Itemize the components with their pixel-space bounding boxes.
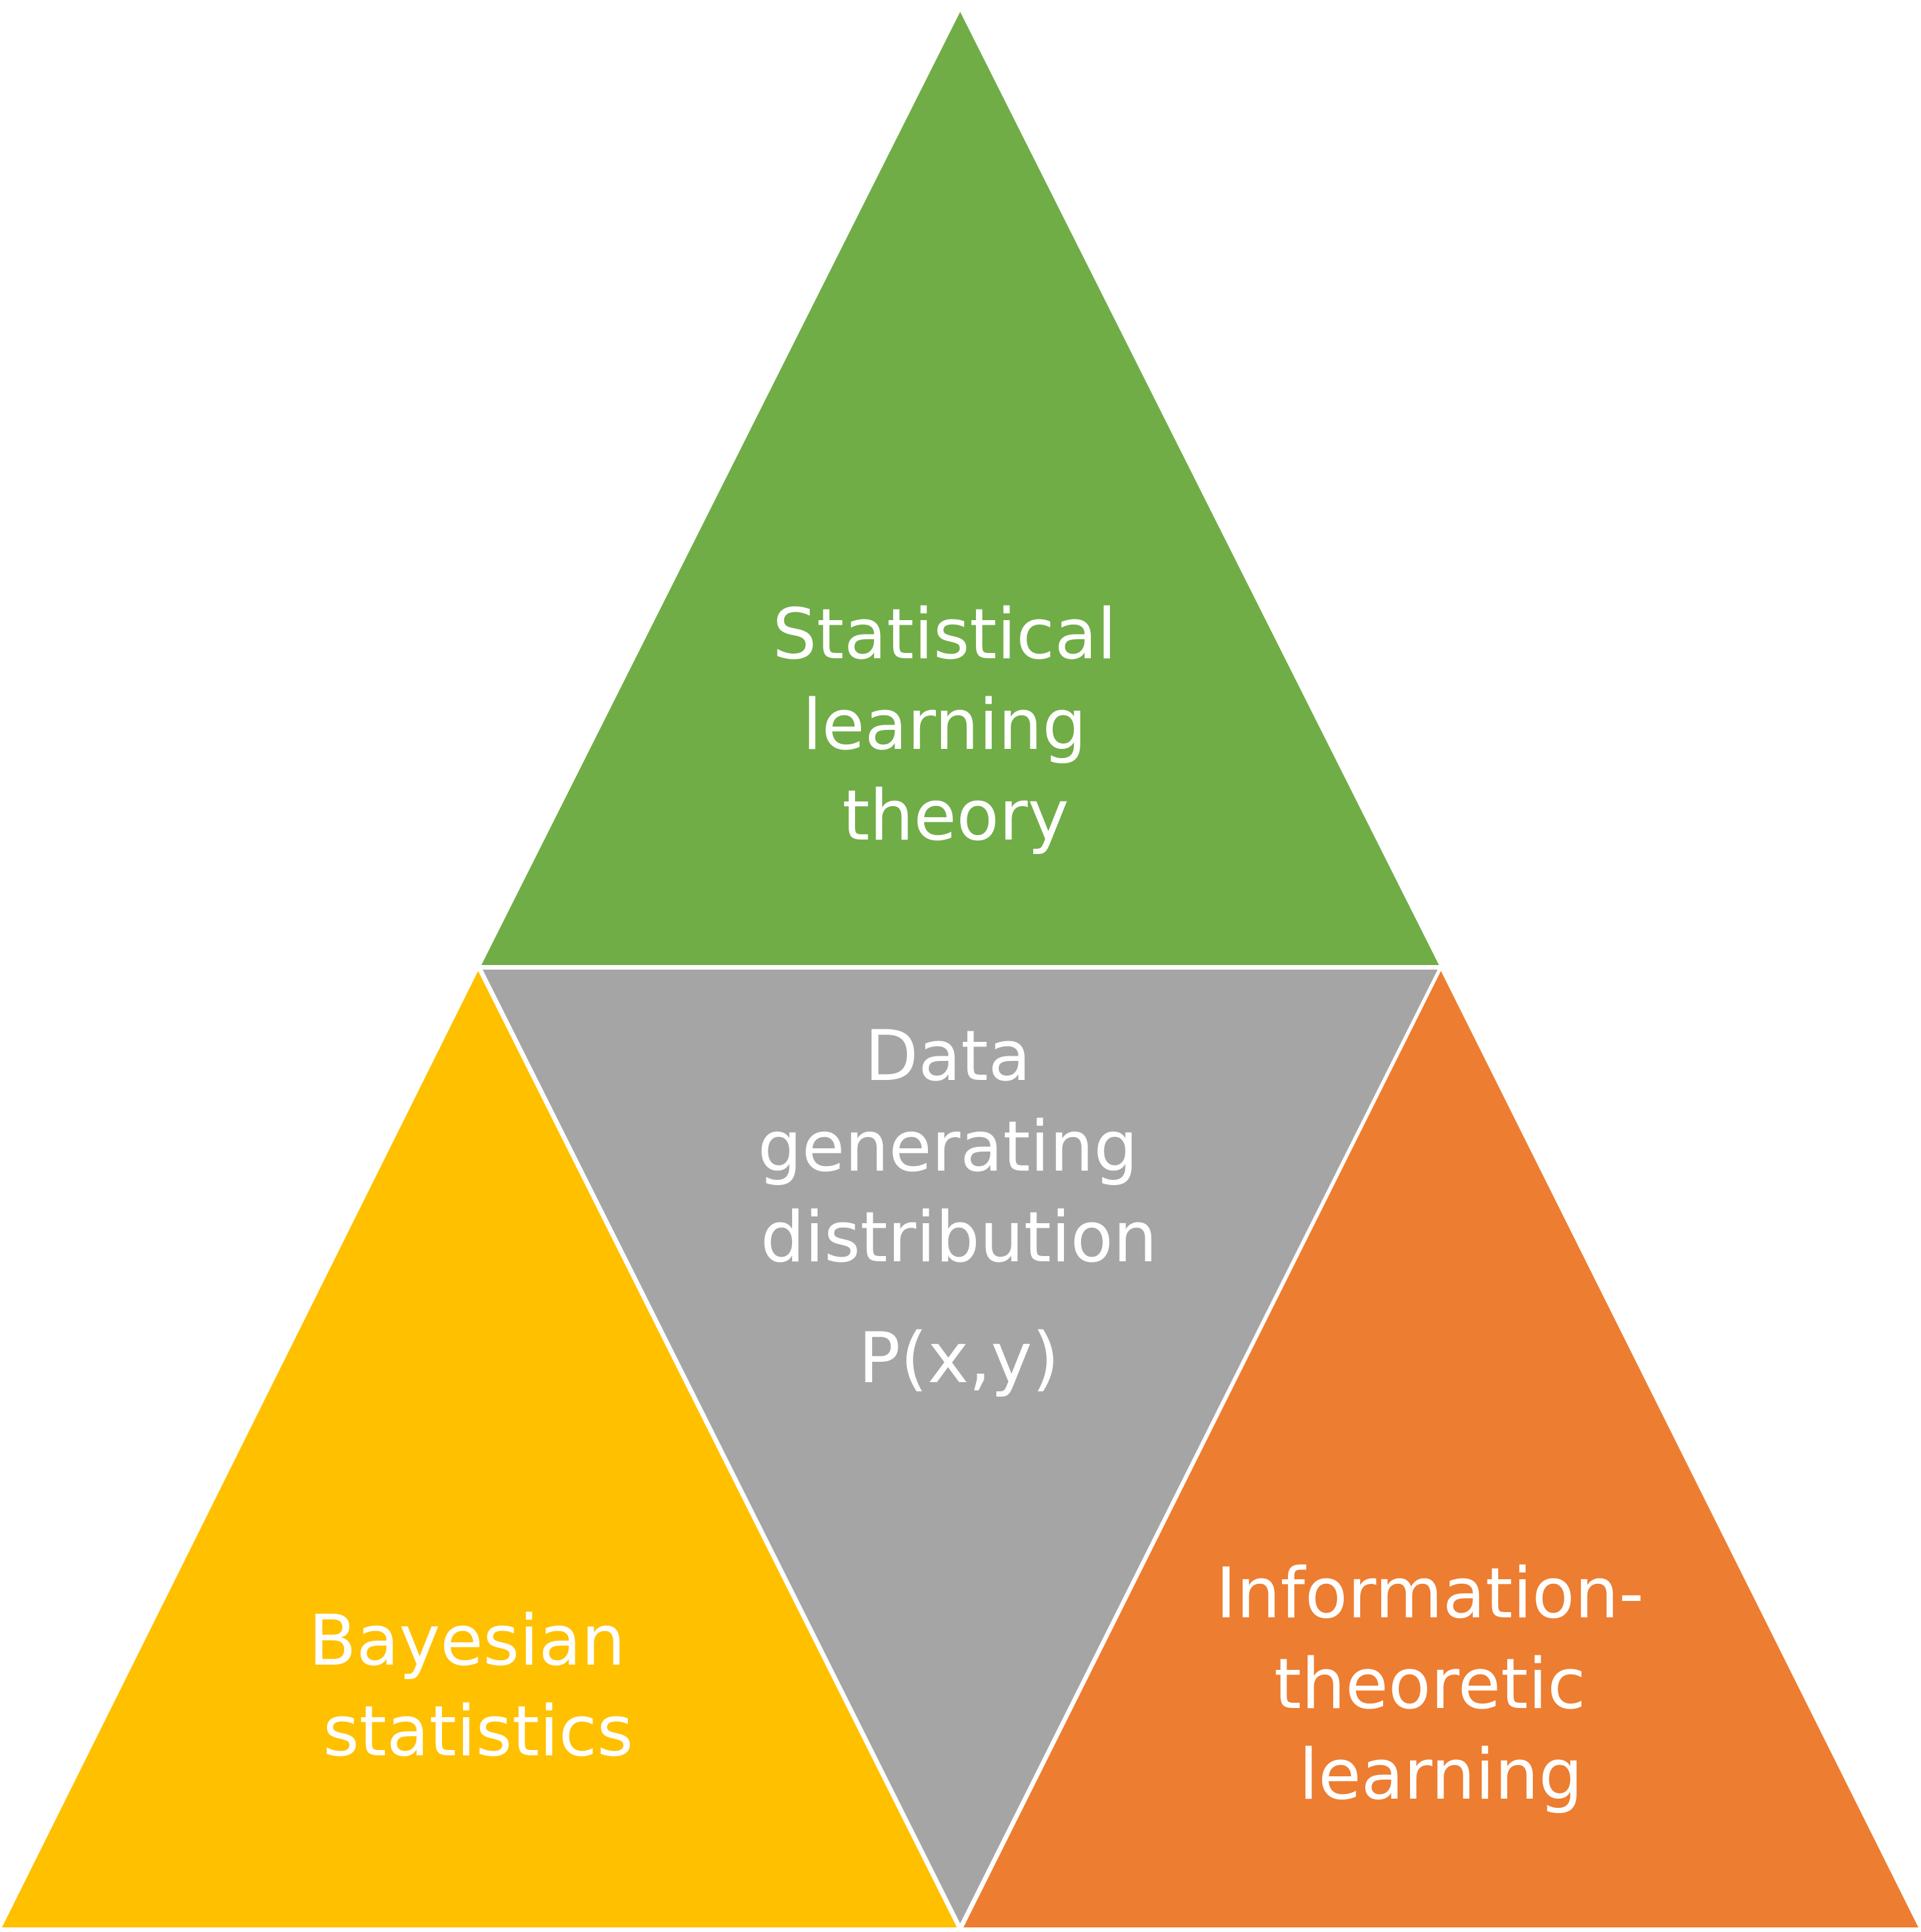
- center-triangle: [483, 970, 1438, 1923]
- right-triangle: [963, 971, 1918, 1927]
- center-label: Data generating distribution: [758, 1016, 1160, 1278]
- center-label-line-1: Data: [865, 1016, 1031, 1096]
- right-label: Information- theoretic learning: [1216, 1553, 1666, 1815]
- center-formula: P(x,y): [858, 1318, 1059, 1399]
- left-triangle: [2, 971, 957, 1927]
- left-label-line-1: Bayesian: [309, 1600, 625, 1681]
- top-label-line-1: Statistical: [772, 594, 1116, 675]
- information-theoretic-learning-section: Information- theoretic learning: [963, 971, 1918, 1927]
- data-generating-distribution-section: Data generating distribution P(x,y): [483, 970, 1438, 1923]
- top-label-line-3: theory: [842, 775, 1069, 856]
- bayesian-statistics-section: Bayesian statistics: [2, 971, 957, 1927]
- top-label-line-2: learning: [803, 685, 1086, 765]
- center-label-line-3: distribution: [761, 1197, 1157, 1278]
- right-label-line-2: theoretic: [1274, 1644, 1586, 1724]
- left-label-line-2: statistics: [323, 1691, 634, 1772]
- center-label-line-2: generating: [758, 1106, 1138, 1187]
- left-label: Bayesian statistics: [309, 1600, 648, 1772]
- top-triangle: [481, 12, 1439, 965]
- right-label-line-3: learning: [1299, 1734, 1583, 1815]
- statistical-learning-theory-section: Statistical learning theory: [481, 12, 1439, 965]
- right-label-line-1: Information-: [1216, 1553, 1644, 1634]
- top-label: Statistical learning theory: [772, 594, 1138, 856]
